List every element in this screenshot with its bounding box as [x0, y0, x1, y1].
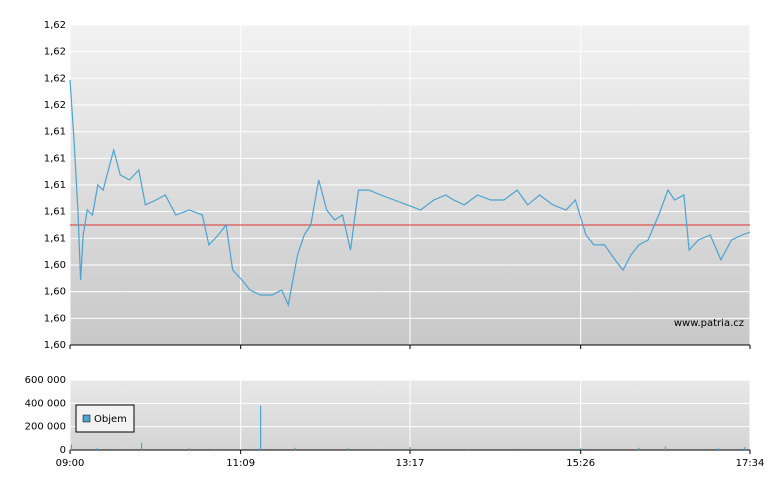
y-tick-label: 1,62: [44, 73, 66, 84]
legend-label: Objem: [94, 414, 127, 425]
y-tick-label: 1,60: [44, 340, 66, 351]
y-tick-label: 1,61: [44, 153, 66, 164]
volume-bar: [717, 448, 719, 450]
volume-bar: [519, 448, 521, 450]
volume-bar: [140, 443, 143, 450]
y-tick-label: 1,60: [44, 313, 66, 324]
y-tick-label: 0: [60, 445, 66, 456]
volume-bar: [260, 405, 262, 450]
volume-bar: [466, 448, 468, 450]
volume-bar: [664, 446, 667, 450]
y-tick-label: 1,61: [44, 233, 66, 244]
y-tick-label: 1,62: [44, 100, 66, 111]
volume-bar: [215, 448, 217, 450]
watermark: www.patria.cz: [674, 318, 744, 329]
volume-bar: [294, 447, 296, 450]
y-tick-label: 1,60: [44, 260, 66, 271]
volume-bar: [188, 448, 190, 450]
volume-bar: [347, 448, 349, 450]
volume-bar: [70, 444, 73, 450]
y-tick-label: 400 000: [25, 398, 66, 409]
volume-bar: [638, 447, 640, 450]
y-tick-label: 600 000: [25, 375, 66, 386]
y-tick-label: 1,61: [44, 207, 66, 218]
x-tick-label: 11:09: [226, 458, 255, 469]
volume-bar: [744, 447, 746, 450]
y-tick-label: 1,61: [44, 180, 66, 191]
volume-bar: [580, 448, 582, 450]
x-tick-label: 09:00: [56, 458, 85, 469]
price-line: [69, 79, 751, 308]
x-tick-label: 13:17: [396, 458, 425, 469]
legend-swatch: [82, 414, 91, 423]
y-tick-label: 1,60: [44, 287, 66, 298]
volume-bar: [409, 447, 411, 450]
y-tick-label: 200 000: [25, 422, 66, 433]
x-tick-label: 15:26: [566, 458, 595, 469]
y-tick-label: 1,61: [44, 127, 66, 138]
x-tick-label: 17:34: [736, 458, 765, 469]
y-tick-label: 1,62: [44, 20, 66, 31]
volume-bar: [95, 448, 98, 450]
y-tick-label: 1,62: [44, 47, 66, 58]
